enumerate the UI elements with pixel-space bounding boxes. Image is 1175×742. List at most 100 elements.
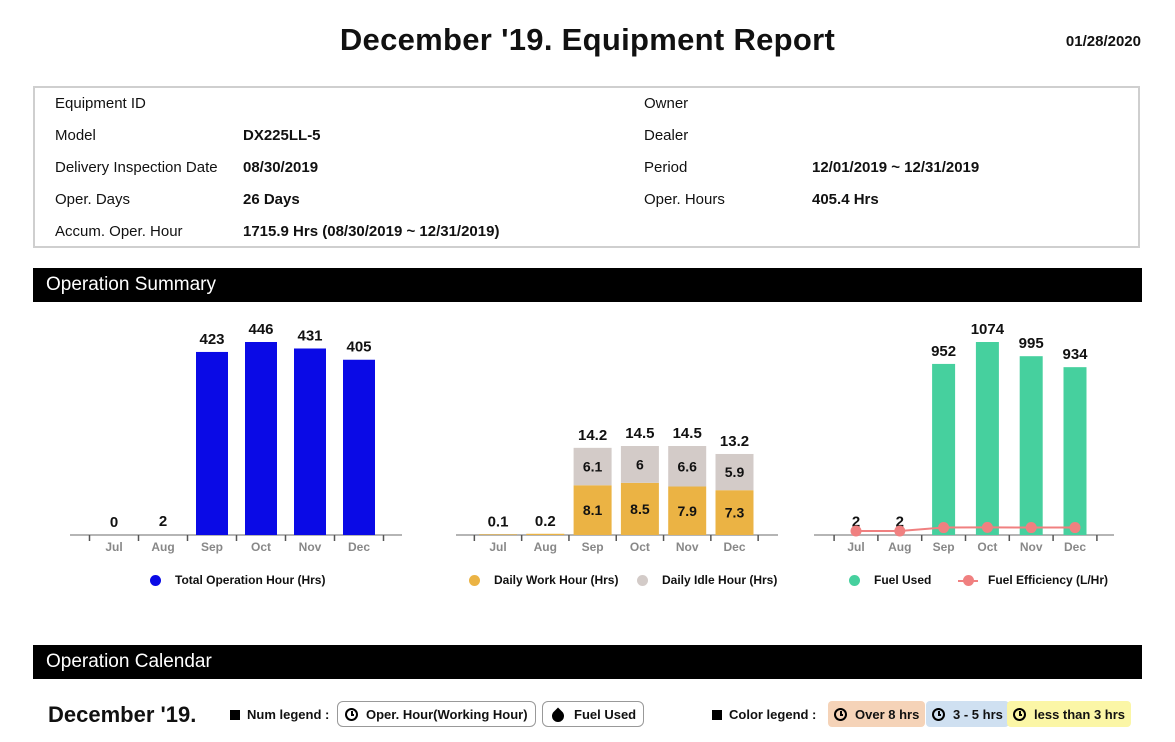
- color-over8-text: Over 8 hrs: [855, 706, 920, 722]
- bar-fuel-used: [932, 363, 956, 535]
- accum-label: Accum. Oper. Hour: [55, 223, 183, 240]
- data-label-idle: 6.1: [583, 459, 603, 475]
- clock-icon: [1013, 707, 1026, 721]
- bar-daily-idle: [668, 446, 707, 487]
- data-label-fuel: 952: [931, 343, 956, 360]
- point-fuel-efficiency: [981, 521, 993, 533]
- legend-swatch-fuel: [849, 574, 860, 586]
- legend-swatch-work: [469, 574, 480, 586]
- bar-total-operation: [245, 342, 277, 535]
- data-label-work: 7.3: [725, 505, 745, 521]
- data-label-fuel: 995: [1019, 335, 1044, 352]
- operation-calendar-header: Operation Calendar: [33, 645, 1142, 679]
- dealer-label: Dealer: [644, 127, 689, 144]
- oper-days-label: Oper. Days: [55, 191, 131, 208]
- data-label-work: 7.9: [677, 503, 697, 519]
- legend-label-fuel: Fuel Used: [874, 573, 932, 587]
- data-label-idle: 6.6: [677, 458, 697, 474]
- bar-daily-idle: [715, 453, 754, 491]
- x-tick-label: Oct: [630, 540, 650, 554]
- calendar-month-title: December '19.: [48, 702, 197, 727]
- data-label-total: 13.2: [720, 433, 749, 450]
- x-tick-label: Oct: [251, 540, 271, 554]
- data-label-total-operation: 423: [199, 331, 224, 348]
- data-label-total-operation: 0: [110, 514, 118, 531]
- data-label-idle: 6: [636, 456, 644, 472]
- bar-total-operation: [294, 348, 326, 535]
- data-label-idle: 5.9: [725, 464, 745, 480]
- num-legend-oper-text: Oper. Hour(Working Hour): [366, 706, 528, 722]
- delivery-label: Delivery Inspection Date: [55, 159, 218, 176]
- bar-daily-work: [715, 490, 754, 535]
- num-legend-fuel-used: Fuel Used: [542, 701, 645, 727]
- legend-label-work: Daily Work Hour (Hrs): [494, 573, 619, 587]
- num-legend-marker: [230, 709, 240, 720]
- x-tick-label: Sep: [933, 540, 955, 554]
- x-tick-label: Aug: [888, 540, 911, 554]
- equipment-id-label: Equipment ID: [55, 95, 146, 112]
- num-legend-label: Num legend :: [230, 707, 329, 722]
- x-tick-label: Nov: [299, 540, 322, 554]
- owner-label: Owner: [644, 95, 689, 112]
- x-tick-label: Aug: [151, 540, 174, 554]
- point-fuel-efficiency: [894, 525, 906, 537]
- bar-fuel-used: [1063, 367, 1087, 535]
- data-label-total: 14.5: [625, 425, 654, 442]
- legend-label-total: Total Operation Hour (Hrs): [175, 573, 326, 587]
- clock-icon: [345, 707, 358, 721]
- legend-label-efficiency: Fuel Efficiency (L/Hr): [988, 573, 1109, 587]
- legend-swatch-idle: [637, 574, 648, 586]
- bar-daily-work: [479, 534, 517, 535]
- period-value: 12/01/2019 ~ 12/31/2019: [812, 159, 980, 176]
- x-tick-label: Dec: [723, 540, 745, 554]
- num-legend-oper-hour: Oper. Hour(Working Hour): [337, 701, 536, 727]
- oper-hours-label: Oper. Hours: [644, 191, 725, 208]
- color-legend-over8: Over 8 hrs: [828, 701, 926, 727]
- num-legend-fuel-text: Fuel Used: [574, 706, 637, 722]
- point-fuel-efficiency: [1069, 522, 1081, 534]
- point-fuel-efficiency: [850, 525, 862, 537]
- data-label-total-operation: 2: [159, 513, 167, 530]
- legend-total-oper: Total Operation Hour (Hrs): [150, 573, 325, 587]
- num-legend-text: Num legend :: [247, 707, 330, 722]
- accum-value: 1715.9 Hrs (08/30/2019 ~ 12/31/2019): [243, 223, 500, 240]
- data-label-total: 14.5: [673, 425, 702, 442]
- bar-fuel-used: [1019, 356, 1043, 535]
- x-tick-label: Sep: [201, 540, 223, 554]
- x-tick-label: Dec: [1064, 540, 1086, 554]
- point-fuel-efficiency: [1025, 522, 1037, 534]
- color-legend-3to5: 3 - 5 hrs: [926, 701, 1009, 727]
- legend-swatch-efficiency: [958, 574, 978, 586]
- x-tick-label: Nov: [1020, 540, 1043, 554]
- color-legend-marker: [712, 709, 722, 720]
- delivery-value: 08/30/2019: [243, 159, 319, 176]
- color-legend-label: Color legend :: [712, 707, 816, 722]
- x-tick-label: Dec: [348, 540, 370, 554]
- x-tick-label: Jul: [105, 540, 122, 554]
- line-fuel-efficiency: [856, 526, 1075, 532]
- data-label-total-operation: 405: [346, 339, 371, 356]
- color-legend-less3: less than 3 hrs: [1007, 701, 1132, 727]
- color-less3-text: less than 3 hrs: [1034, 706, 1126, 722]
- report-date: 01/28/2020: [1065, 33, 1141, 50]
- oper-hours-value: 405.4 Hrs: [812, 191, 879, 208]
- clock-icon: [834, 707, 847, 721]
- data-label-fuel: 934: [1062, 346, 1088, 363]
- data-label-total: 0.1: [488, 513, 509, 530]
- model-label: Model: [55, 127, 96, 144]
- data-label-total-operation: 446: [248, 321, 273, 338]
- data-label-fuel: 2: [852, 514, 860, 531]
- bar-daily-work: [526, 533, 565, 535]
- equipment-info-panel: Equipment ID Model DX225LL-5 Delivery In…: [33, 86, 1140, 248]
- period-label: Period: [644, 159, 688, 176]
- model-value: DX225LL-5: [243, 127, 321, 144]
- operation-summary-header: Operation Summary: [33, 268, 1142, 302]
- data-label-work: 8.5: [630, 501, 650, 517]
- bar-total-operation: [196, 351, 228, 535]
- data-label-work: 8.1: [583, 502, 603, 518]
- bar-daily-work: [668, 486, 707, 535]
- x-tick-label: Oct: [977, 540, 997, 554]
- data-label-fuel: 1074: [971, 321, 1005, 338]
- legend-fuel-efficiency: Fuel Efficiency (L/Hr): [958, 573, 1108, 587]
- legend-label-idle: Daily Idle Hour (Hrs): [662, 573, 778, 587]
